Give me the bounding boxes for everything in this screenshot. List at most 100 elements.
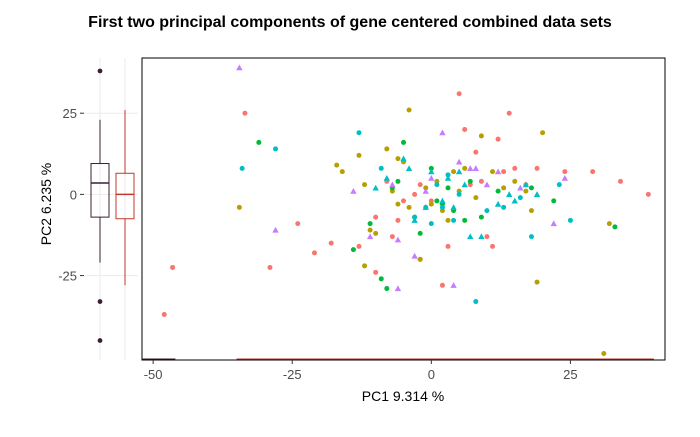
- data-point: [406, 204, 412, 210]
- x-tick-label: -50: [144, 367, 163, 382]
- data-point: [506, 110, 512, 116]
- data-point: [455, 158, 463, 165]
- data-point: [451, 217, 457, 223]
- data-point: [428, 201, 434, 207]
- data-point: [339, 169, 345, 175]
- data-point: [495, 188, 501, 194]
- data-point: [394, 236, 402, 243]
- data-point: [606, 221, 612, 227]
- data-point: [567, 217, 573, 223]
- data-point: [295, 221, 301, 227]
- data-point: [373, 230, 379, 236]
- data-point: [450, 204, 457, 210]
- data-point: [517, 195, 523, 201]
- x-tick-label: -25: [283, 367, 302, 382]
- marginal-gridlines: [85, 58, 138, 360]
- data-point: [461, 181, 468, 188]
- data-point: [395, 156, 401, 162]
- boxplot-box: [90, 163, 110, 218]
- data-point: [328, 240, 334, 246]
- data-point: [445, 172, 451, 178]
- data-point: [444, 174, 452, 181]
- data-point: [528, 208, 534, 214]
- data-point: [434, 182, 440, 188]
- data-point: [462, 165, 468, 171]
- data-point: [428, 168, 435, 175]
- data-point: [422, 204, 429, 210]
- data-point: [528, 185, 534, 191]
- data-point: [445, 217, 451, 223]
- data-point: [462, 217, 468, 223]
- data-point: [334, 162, 340, 168]
- marginal-boxplots: [90, 68, 135, 343]
- data-point: [428, 221, 434, 227]
- data-point: [645, 191, 651, 197]
- data-point: [512, 178, 518, 184]
- x-axis-ticks: -50 -25 0 25: [144, 360, 578, 382]
- data-point: [406, 107, 412, 113]
- data-point: [395, 201, 401, 207]
- x-axis-label: PC1 9.314 %: [362, 388, 445, 404]
- data-point: [356, 243, 362, 249]
- data-point: [401, 139, 406, 145]
- data-point: [395, 178, 401, 184]
- data-point: [472, 165, 480, 171]
- data-point: [428, 174, 435, 181]
- data-point: [550, 220, 557, 227]
- data-point: [590, 169, 596, 175]
- data-point: [395, 217, 401, 223]
- data-point: [484, 208, 490, 214]
- data-point: [389, 181, 396, 188]
- data-point: [422, 187, 429, 194]
- data-point: [456, 91, 462, 97]
- data-point: [501, 204, 507, 210]
- data-point: [428, 165, 434, 171]
- plot-panel: [141, 57, 666, 361]
- data-point: [239, 165, 245, 171]
- data-point: [417, 256, 423, 262]
- data-point: [467, 178, 473, 184]
- data-point: [445, 185, 451, 191]
- data-point: [551, 198, 557, 204]
- data-point: [373, 269, 379, 275]
- boxplot-box: [115, 172, 135, 220]
- data-point: [494, 168, 502, 175]
- data-point: [389, 234, 395, 240]
- x-tick-label: 25: [563, 367, 577, 382]
- data-point: [394, 285, 402, 292]
- data-point: [378, 276, 384, 282]
- data-point: [501, 185, 507, 191]
- data-point: [467, 165, 474, 171]
- data-point: [478, 133, 484, 139]
- data-point: [517, 184, 524, 191]
- data-point: [372, 184, 379, 191]
- data-point: [311, 250, 317, 256]
- data-point: [445, 243, 451, 249]
- data-point: [170, 264, 176, 270]
- data-point: [456, 191, 462, 197]
- data-point: [523, 188, 529, 194]
- boxplot: [115, 109, 135, 286]
- data-point: [478, 214, 484, 220]
- data-point: [495, 136, 501, 142]
- data-point: [434, 198, 440, 204]
- data-point: [405, 165, 413, 171]
- data-point: [242, 110, 248, 116]
- data-point: [412, 191, 418, 197]
- data-point: [378, 165, 384, 171]
- data-point: [467, 233, 474, 240]
- y-tick-label: 0: [70, 187, 77, 202]
- data-point: [439, 282, 445, 288]
- data-point: [473, 195, 479, 201]
- data-point: [562, 169, 568, 175]
- data-point: [256, 139, 262, 145]
- data-point: [450, 282, 457, 288]
- data-point: [356, 130, 362, 136]
- data-point: [490, 169, 496, 175]
- data-point: [417, 182, 423, 188]
- data-point: [462, 126, 468, 132]
- data-point: [617, 178, 623, 184]
- data-point: [478, 233, 485, 240]
- data-point: [439, 204, 445, 210]
